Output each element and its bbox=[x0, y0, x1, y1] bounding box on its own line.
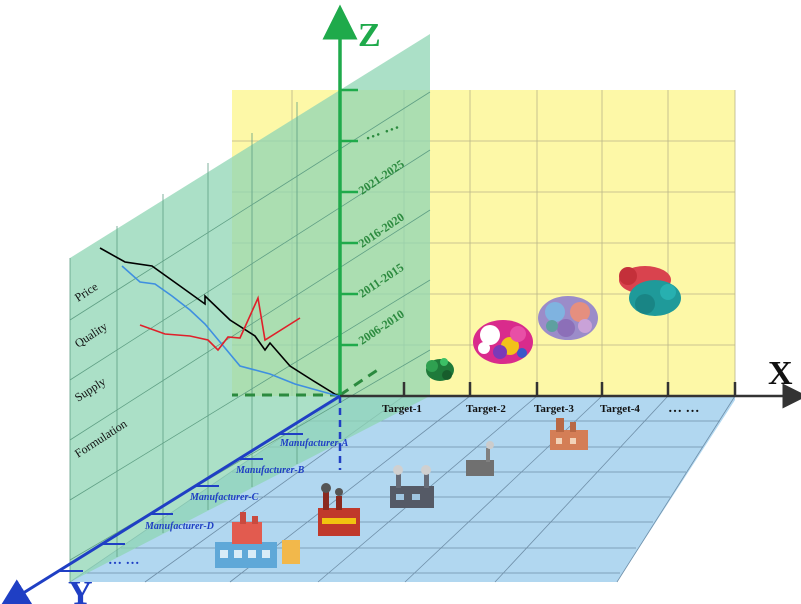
y-tick-manufacturer-d: Manufacturer-D bbox=[144, 521, 214, 532]
y-tick-more: … … bbox=[108, 553, 140, 568]
y-axis-label: Y bbox=[68, 575, 93, 604]
z-axis-label: Z bbox=[358, 17, 381, 54]
black-line bbox=[99, 247, 339, 397]
x-tick-target-1: Target-1 bbox=[382, 403, 422, 415]
factory-icon bbox=[550, 418, 588, 450]
x-tick-target-4: Target-4 bbox=[600, 403, 640, 415]
protein-complex-icon bbox=[538, 296, 598, 340]
y-tick-manufacturer-c: Manufacturer-C bbox=[189, 492, 259, 503]
x-tick-target-3: Target-3 bbox=[534, 403, 574, 415]
y-tick-manufacturer-a: Manufacturer-A bbox=[279, 438, 349, 449]
factory-icon bbox=[318, 483, 360, 536]
protein-red-cyan-icon bbox=[619, 266, 681, 316]
x-axis-label: X bbox=[768, 355, 793, 392]
factory-icon bbox=[466, 441, 494, 476]
factory-icon bbox=[390, 465, 434, 508]
protein-green-icon bbox=[426, 358, 454, 381]
factory-icon bbox=[215, 512, 300, 568]
x-tick-more: … … bbox=[668, 401, 700, 416]
y-tick-manufacturer-b: Manufacturer-B bbox=[235, 465, 305, 476]
side-plane-line-chart bbox=[99, 247, 339, 397]
x-tick-target-2: Target-2 bbox=[466, 403, 506, 415]
protein-multicolor-icon bbox=[473, 320, 533, 364]
blue-line bbox=[121, 265, 339, 397]
x-axis: X Target-1 Target-2 Target-3 Target-4 … … bbox=[340, 355, 801, 416]
red-line bbox=[139, 295, 301, 352]
y-axis: Y Manufacturer-A Manufacturer-B Manufact… bbox=[0, 394, 349, 604]
